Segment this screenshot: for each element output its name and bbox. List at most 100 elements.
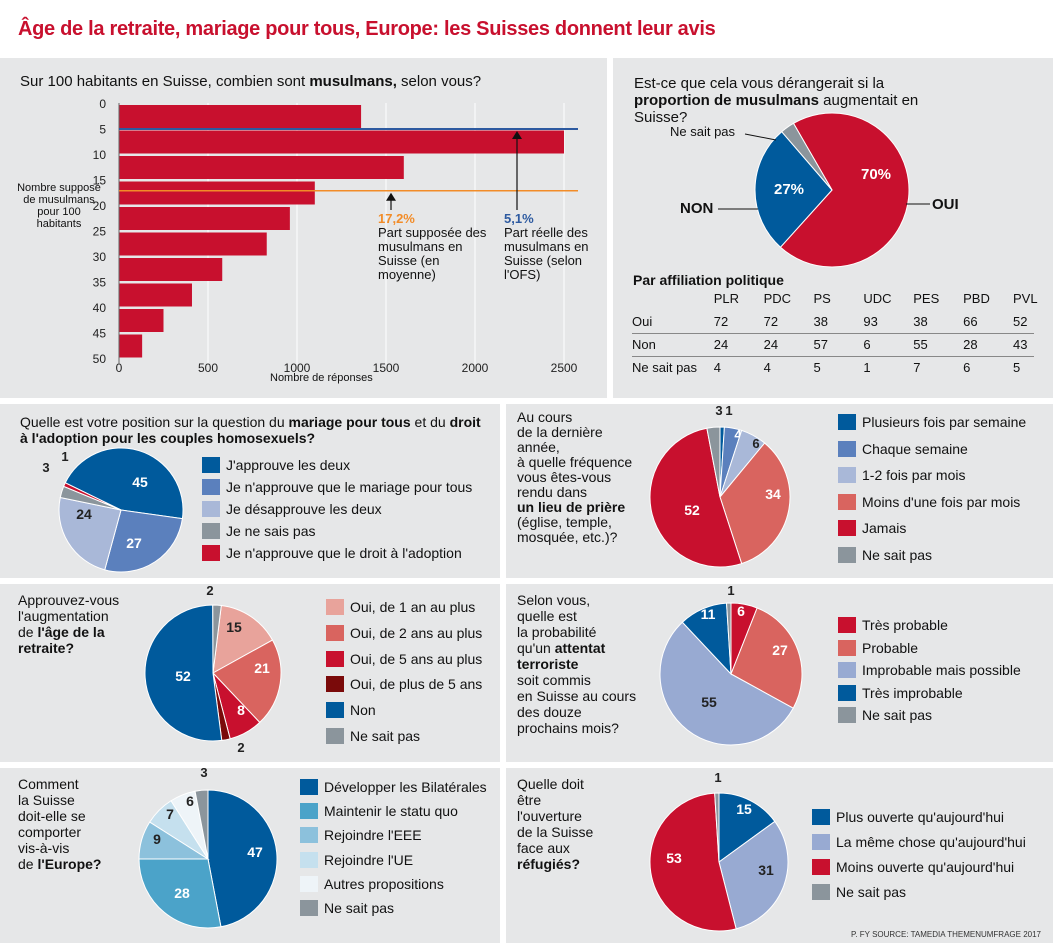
table-cell: 4	[763, 360, 771, 375]
legend-item: Ne sait pas	[838, 707, 1021, 730]
europe-question: Comment la Suisse doit-elle se comporter…	[18, 776, 128, 872]
table-cell: 1	[863, 360, 871, 375]
pie-value-label: 47	[247, 844, 263, 860]
europe-question-line: comporter	[18, 824, 82, 840]
pie-slice	[649, 792, 737, 932]
legend-label: Oui, de 1 an au plus	[350, 599, 476, 615]
table-cell: Non	[632, 337, 656, 352]
pie-value-label: 6	[737, 603, 745, 619]
bar-y-tick-label: 15	[93, 174, 107, 188]
table-header-cell: PLR	[713, 291, 740, 306]
legend-item: Probable	[838, 639, 1021, 663]
marriage-legend: J'approuve les deux Je n'approuve que le …	[202, 457, 472, 567]
table-cell: Ne sait pas	[632, 360, 698, 375]
legend-label: Jamais	[862, 520, 907, 536]
table-cell: 7	[913, 360, 921, 375]
prayer-question-line: Au cours	[517, 409, 573, 425]
legend-item: 1-2 fois par mois	[838, 467, 1026, 494]
legend-item: J'approuve les deux	[202, 457, 472, 479]
bar-y-tick-label: 0	[99, 97, 106, 111]
table-divider	[632, 333, 1034, 334]
pie-value-label: 2	[237, 740, 244, 755]
terror-question-line: qu'un attentat terroriste	[517, 640, 606, 672]
table-cell: 4	[713, 360, 721, 375]
pie-slice	[718, 792, 776, 863]
table-cell: 55	[913, 337, 928, 352]
page-title: Âge de la retraite, mariage pour tous, E…	[18, 18, 716, 40]
legend-label: Oui, de 2 ans au plus	[350, 624, 483, 641]
table-cell: 24	[763, 337, 779, 352]
prayer-question-line: année,	[517, 439, 560, 455]
legend-label: Probable	[862, 639, 919, 656]
legend-label: Chaque semaine	[862, 440, 968, 457]
bar-y-tick-label: 35	[93, 276, 107, 290]
legend-swatch	[838, 707, 856, 724]
legend-swatch	[202, 479, 220, 495]
pie-slice	[714, 792, 720, 863]
terror-question-line: prochains mois?	[517, 720, 619, 736]
refugees-question-line: face aux	[517, 840, 570, 856]
legend-item: Ne sait pas	[812, 884, 1026, 909]
europe-question-line: vis-à-vis	[18, 840, 70, 856]
legend-swatch	[202, 457, 220, 473]
legend-swatch	[300, 875, 318, 892]
legend-label: Ne sait pas	[836, 884, 907, 900]
legend-item: Plusieurs fois par semaine	[838, 414, 1026, 441]
bar-x-tick-label: 0	[116, 361, 123, 375]
pie-value-label: 21	[254, 660, 270, 676]
legend-label: Plus ouverte qu'aujourd'hui	[836, 809, 1005, 825]
europe-question-line: de l'Europe?	[18, 856, 102, 872]
bar-x-axis-label: Nombre de réponses	[270, 372, 373, 384]
annotation-supposed: 17,2% Part supposée des musulmans en Sui…	[378, 212, 488, 282]
pie-slice	[779, 112, 910, 268]
table-header-cell: PES	[913, 291, 940, 306]
legend-swatch	[838, 684, 856, 701]
legend-label: J'approuve les deux	[226, 457, 351, 473]
legend-label: Improbable mais possible	[862, 662, 1021, 679]
annotation-actual-value: 5,1%	[504, 211, 534, 226]
legend-item: La même chose qu'aujourd'hui	[812, 834, 1026, 859]
legend-item: Moins d'une fois par mois	[838, 493, 1026, 521]
legend-label: Non	[350, 702, 376, 719]
prayer-question-line: mosquée, etc.)?	[517, 529, 618, 545]
legend-swatch	[300, 779, 318, 795]
bar-x-tick-label: 1000	[284, 361, 311, 375]
bar	[119, 283, 192, 307]
legend-item: Plus ouverte qu'aujourd'hui	[812, 809, 1026, 834]
bar-x-tick-label: 1500	[373, 361, 400, 375]
pie-value-label: 55	[701, 694, 717, 710]
legend-item: Moins ouverte qu'aujourd'hui	[812, 859, 1026, 884]
bar-x-tick-label: 2000	[462, 361, 489, 375]
pie-slice	[138, 858, 222, 929]
retirement-question: Approuvez-vous l'augmentation de l'âge d…	[18, 592, 148, 656]
legend-swatch	[326, 624, 344, 641]
refugees-question-line: réfugiés?	[517, 856, 581, 872]
legend-item: Oui, de 2 ans au plus	[326, 624, 483, 651]
legend-swatch	[838, 493, 856, 510]
legend-swatch	[838, 440, 856, 457]
annotation-actual: 5,1% Part réelle des musulmans en Suisse…	[504, 212, 604, 282]
table-divider	[632, 356, 1034, 357]
bar-y-tick-label: 50	[93, 352, 107, 366]
table-header-cell: PBD	[963, 291, 990, 306]
pie-slice	[207, 789, 278, 928]
bar	[119, 156, 404, 179]
bar	[119, 232, 267, 256]
prayer-question-line: à quelle fréquence	[517, 454, 633, 470]
bar	[119, 207, 290, 230]
marriage-question: Quelle est votre position sur la questio…	[20, 414, 481, 446]
retirement-question-line: de l'âge de la retraite?	[18, 624, 105, 656]
bar-x-tick-label: 2500	[551, 361, 578, 375]
table-cell: 43	[1013, 337, 1028, 352]
pie-value-label: 70%	[861, 166, 891, 183]
legend-item: Autres propositions	[300, 875, 487, 900]
annotation-supposed-value: 17,2%	[378, 211, 415, 226]
pie-value-label: 7	[166, 806, 174, 822]
legend-label: Rejoindre l'UE	[324, 851, 414, 868]
europe-legend: Développer les Bilatérales Maintenir le s…	[300, 779, 487, 924]
pie-value-label: 1	[725, 403, 732, 418]
table-title: Par affiliation politique	[633, 272, 784, 288]
arrow-head-actual	[512, 131, 522, 140]
terror-question-line: quelle est	[517, 608, 577, 624]
